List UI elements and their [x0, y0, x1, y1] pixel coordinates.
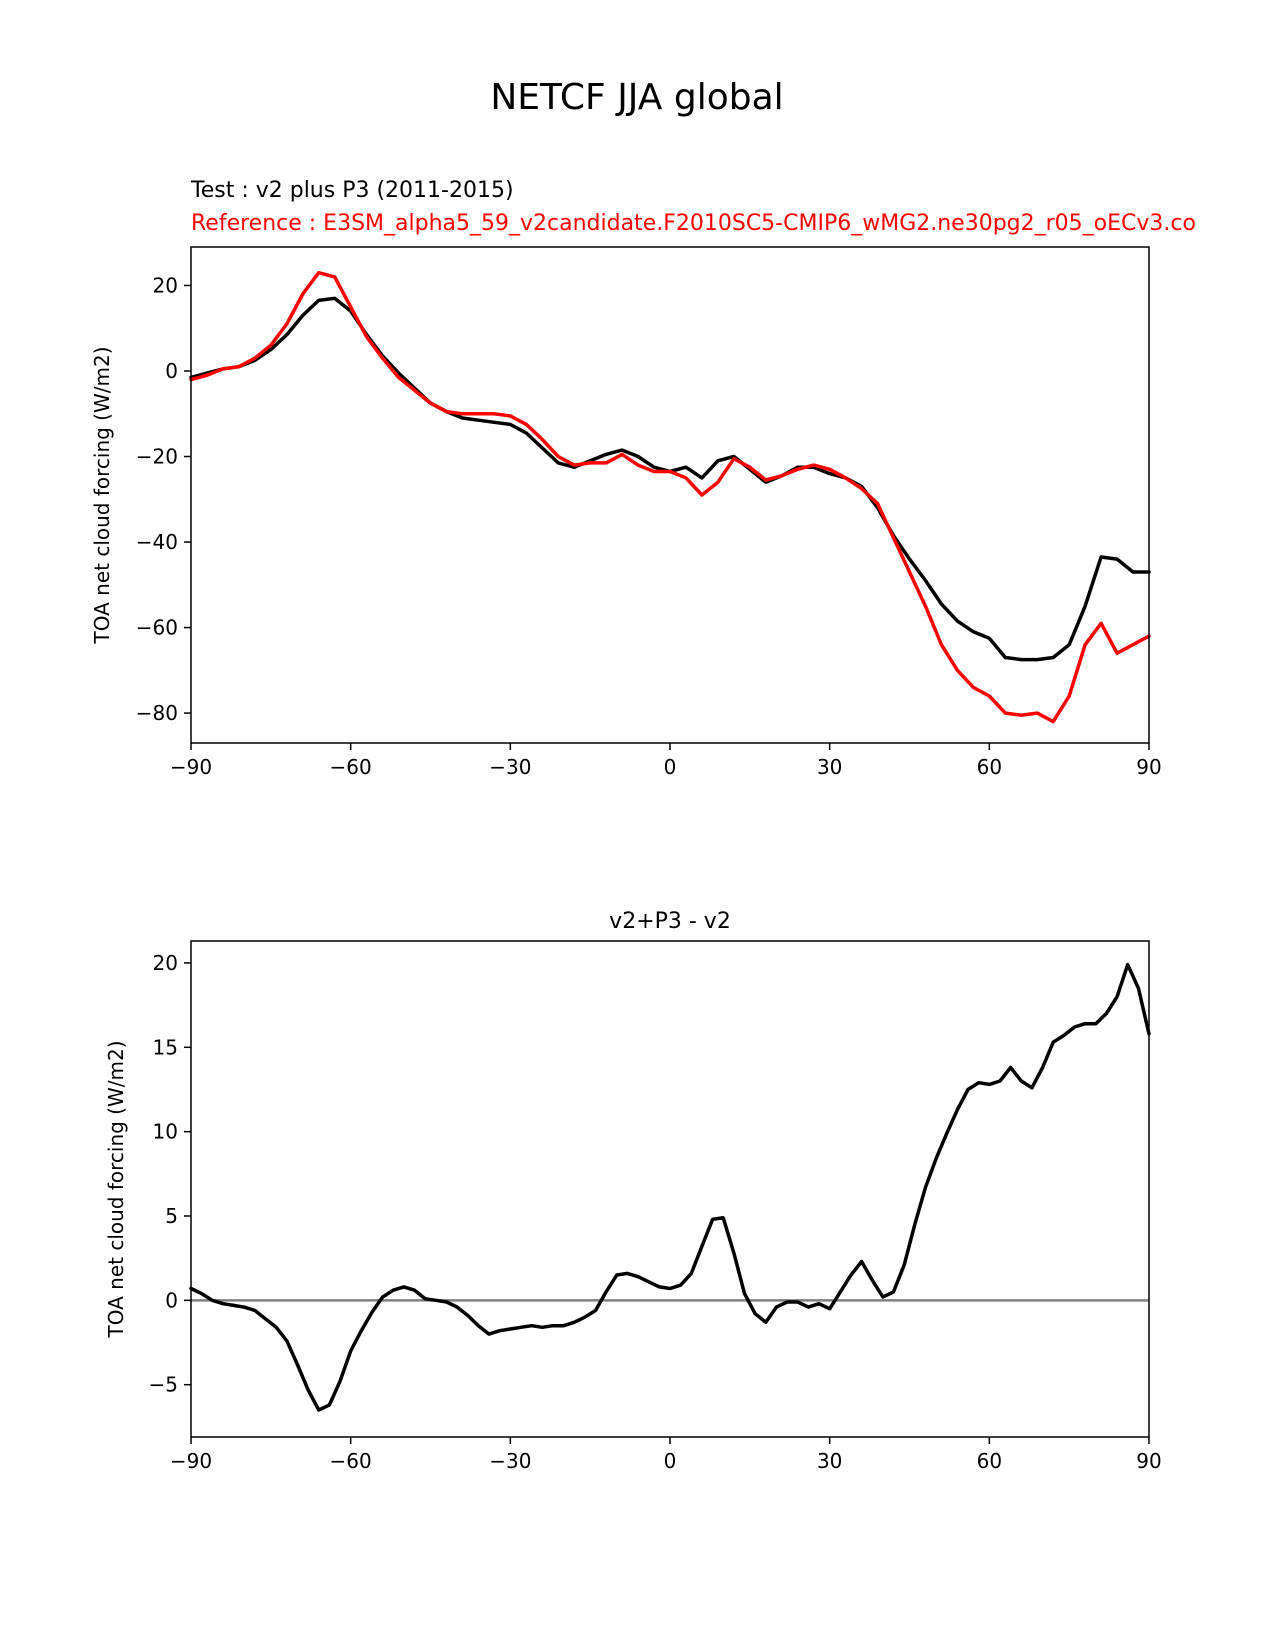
y-tick-label: −20: [136, 445, 178, 469]
figure-title: NETCF JJA global: [490, 77, 783, 118]
x-tick-label: 90: [1136, 1449, 1161, 1473]
x-tick-label: 90: [1136, 755, 1161, 779]
test-label: Test : v2 plus P3 (2011-2015): [190, 178, 514, 203]
x-tick-label: −60: [330, 1449, 372, 1473]
y-tick-label: 20: [153, 951, 178, 975]
y-tick-label: 20: [153, 273, 178, 297]
y-tick-label: 15: [153, 1035, 178, 1059]
x-tick-label: 60: [977, 755, 1002, 779]
series-line-test: [189, 296, 1151, 662]
y-axis-label: TOA net cloud forcing (W/m2): [90, 346, 114, 644]
x-tick-label: 0: [664, 1449, 677, 1473]
y-tick-label: −60: [136, 616, 178, 640]
reference-label: Reference : E3SM_alpha5_59_v2candidate.F…: [191, 211, 1196, 236]
x-tick-label: 60: [977, 1449, 1002, 1473]
y-tick-label: 5: [165, 1204, 178, 1228]
series-line-difference: [189, 962, 1151, 1412]
x-tick-label: −30: [489, 755, 531, 779]
axes-frame: [190, 246, 1150, 744]
bottom-plot: −90 −60 −30 0 30 60 90 20 15 10 5 0 −5 TOA net cloud …: [104, 909, 1162, 1473]
top-plot: −90 −60 −30 0 30 60 90 20 0 −20 −40 −60 −80 TOA net c…: [90, 246, 1162, 779]
y-axis-label: TOA net cloud forcing (W/m2): [104, 1040, 128, 1338]
y-tick-label: −80: [136, 701, 178, 725]
axes-frame: [190, 940, 1150, 1438]
x-tick-label: −90: [170, 755, 212, 779]
y-tick-label: −5: [149, 1373, 178, 1397]
x-tick-label: 0: [664, 755, 677, 779]
x-tick-label: −90: [170, 1449, 212, 1473]
y-tick-label: 0: [165, 1288, 178, 1312]
x-tick-label: 30: [817, 1449, 842, 1473]
y-tick-label: 0: [165, 359, 178, 383]
y-tick-label: −40: [136, 530, 178, 554]
x-tick-label: 30: [817, 755, 842, 779]
subplot-title: v2+P3 - v2: [609, 909, 731, 934]
x-tick-label: −60: [330, 755, 372, 779]
x-tick-label: −30: [489, 1449, 531, 1473]
series-line-reference: [189, 270, 1151, 724]
y-tick-label: 10: [153, 1120, 178, 1144]
